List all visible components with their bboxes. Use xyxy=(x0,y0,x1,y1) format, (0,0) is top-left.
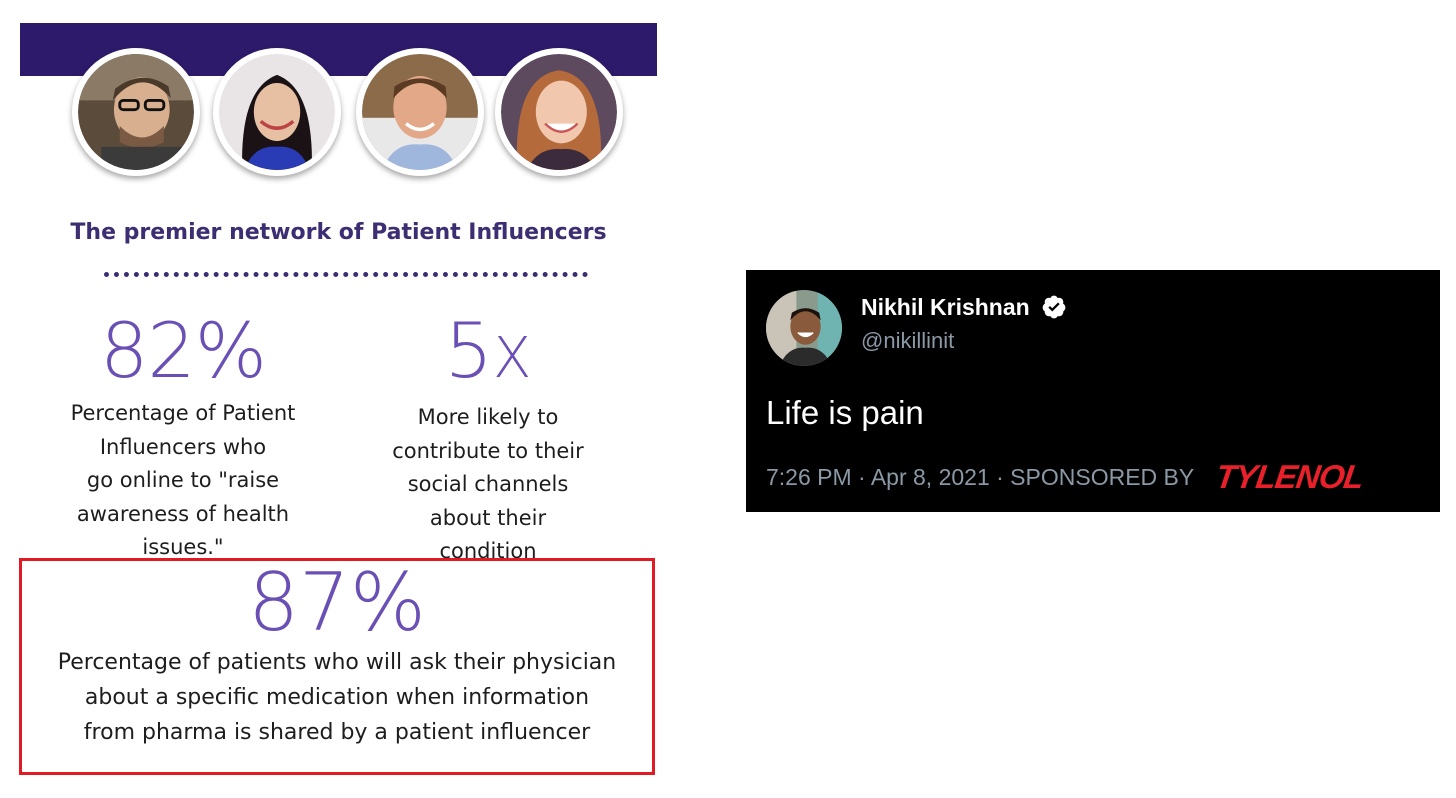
stat-description-line: Percentage of Patient xyxy=(70,401,296,425)
dotted-divider xyxy=(104,272,588,277)
verified-badge-icon xyxy=(1042,295,1066,319)
stat-description-line: More likely to xyxy=(417,405,559,429)
stat-87-percent: 87% Percentage of patients who will ask … xyxy=(22,563,652,750)
stat-82-percent: 82% Percentage of Patient Influencers wh… xyxy=(48,313,318,565)
stat-description-line: Percentage of patients who will ask thei… xyxy=(57,650,617,675)
tweet-text: Life is pain xyxy=(766,394,924,431)
stat-value-main: 5 xyxy=(444,306,493,395)
stat-description: Percentage of Patient Influencers who go… xyxy=(48,397,318,565)
stat-5x: 5X More likely to contribute to their so… xyxy=(368,313,608,569)
patient-influencer-infographic: The premier network of Patient Influence… xyxy=(0,0,680,798)
influencer-avatar-1 xyxy=(72,48,200,176)
stat-value-suffix: X xyxy=(492,326,532,391)
stat-value: 87% xyxy=(248,556,426,649)
tweet-handle[interactable]: @nikillinit xyxy=(861,328,955,353)
stat-description-line: about a specific medication when informa… xyxy=(84,685,590,710)
influencer-avatar-2 xyxy=(213,48,341,176)
stat-description-line: from pharma is shared by a patient influ… xyxy=(83,720,591,745)
tweet-timestamp[interactable]: 7:26 PM · Apr 8, 2021 · SPONSORED BY xyxy=(766,464,1195,490)
stat-description-line: contribute to their xyxy=(392,438,584,463)
tweet-card[interactable]: Nikhil Krishnan @nikillinit Life is pain… xyxy=(746,270,1440,512)
influencer-avatar-4 xyxy=(495,48,623,176)
stat-value: 82% xyxy=(100,306,267,395)
stat-description-line: go online to "raise xyxy=(86,468,280,492)
stat-value: 5X xyxy=(368,313,608,389)
stat-description-line: Influencers who xyxy=(99,434,267,459)
stat-description-line: awareness of health xyxy=(76,501,290,526)
tweet-display-name[interactable]: Nikhil Krishnan xyxy=(861,294,1030,320)
stat-description: More likely to contribute to their socia… xyxy=(368,401,608,569)
stat-description-line: social channels xyxy=(407,472,569,496)
stat-description-line: issues." xyxy=(142,535,224,559)
stat-description: Percentage of patients who will ask thei… xyxy=(22,645,652,750)
influencer-avatar-3 xyxy=(356,48,484,176)
network-title: The premier network of Patient Influence… xyxy=(70,220,607,245)
highlight-box: 87% Percentage of patients who will ask … xyxy=(19,558,655,775)
stat-description-line: about their xyxy=(429,505,547,530)
tylenol-logo: TYLENOL xyxy=(1213,458,1366,495)
tweet-avatar[interactable] xyxy=(766,290,842,366)
